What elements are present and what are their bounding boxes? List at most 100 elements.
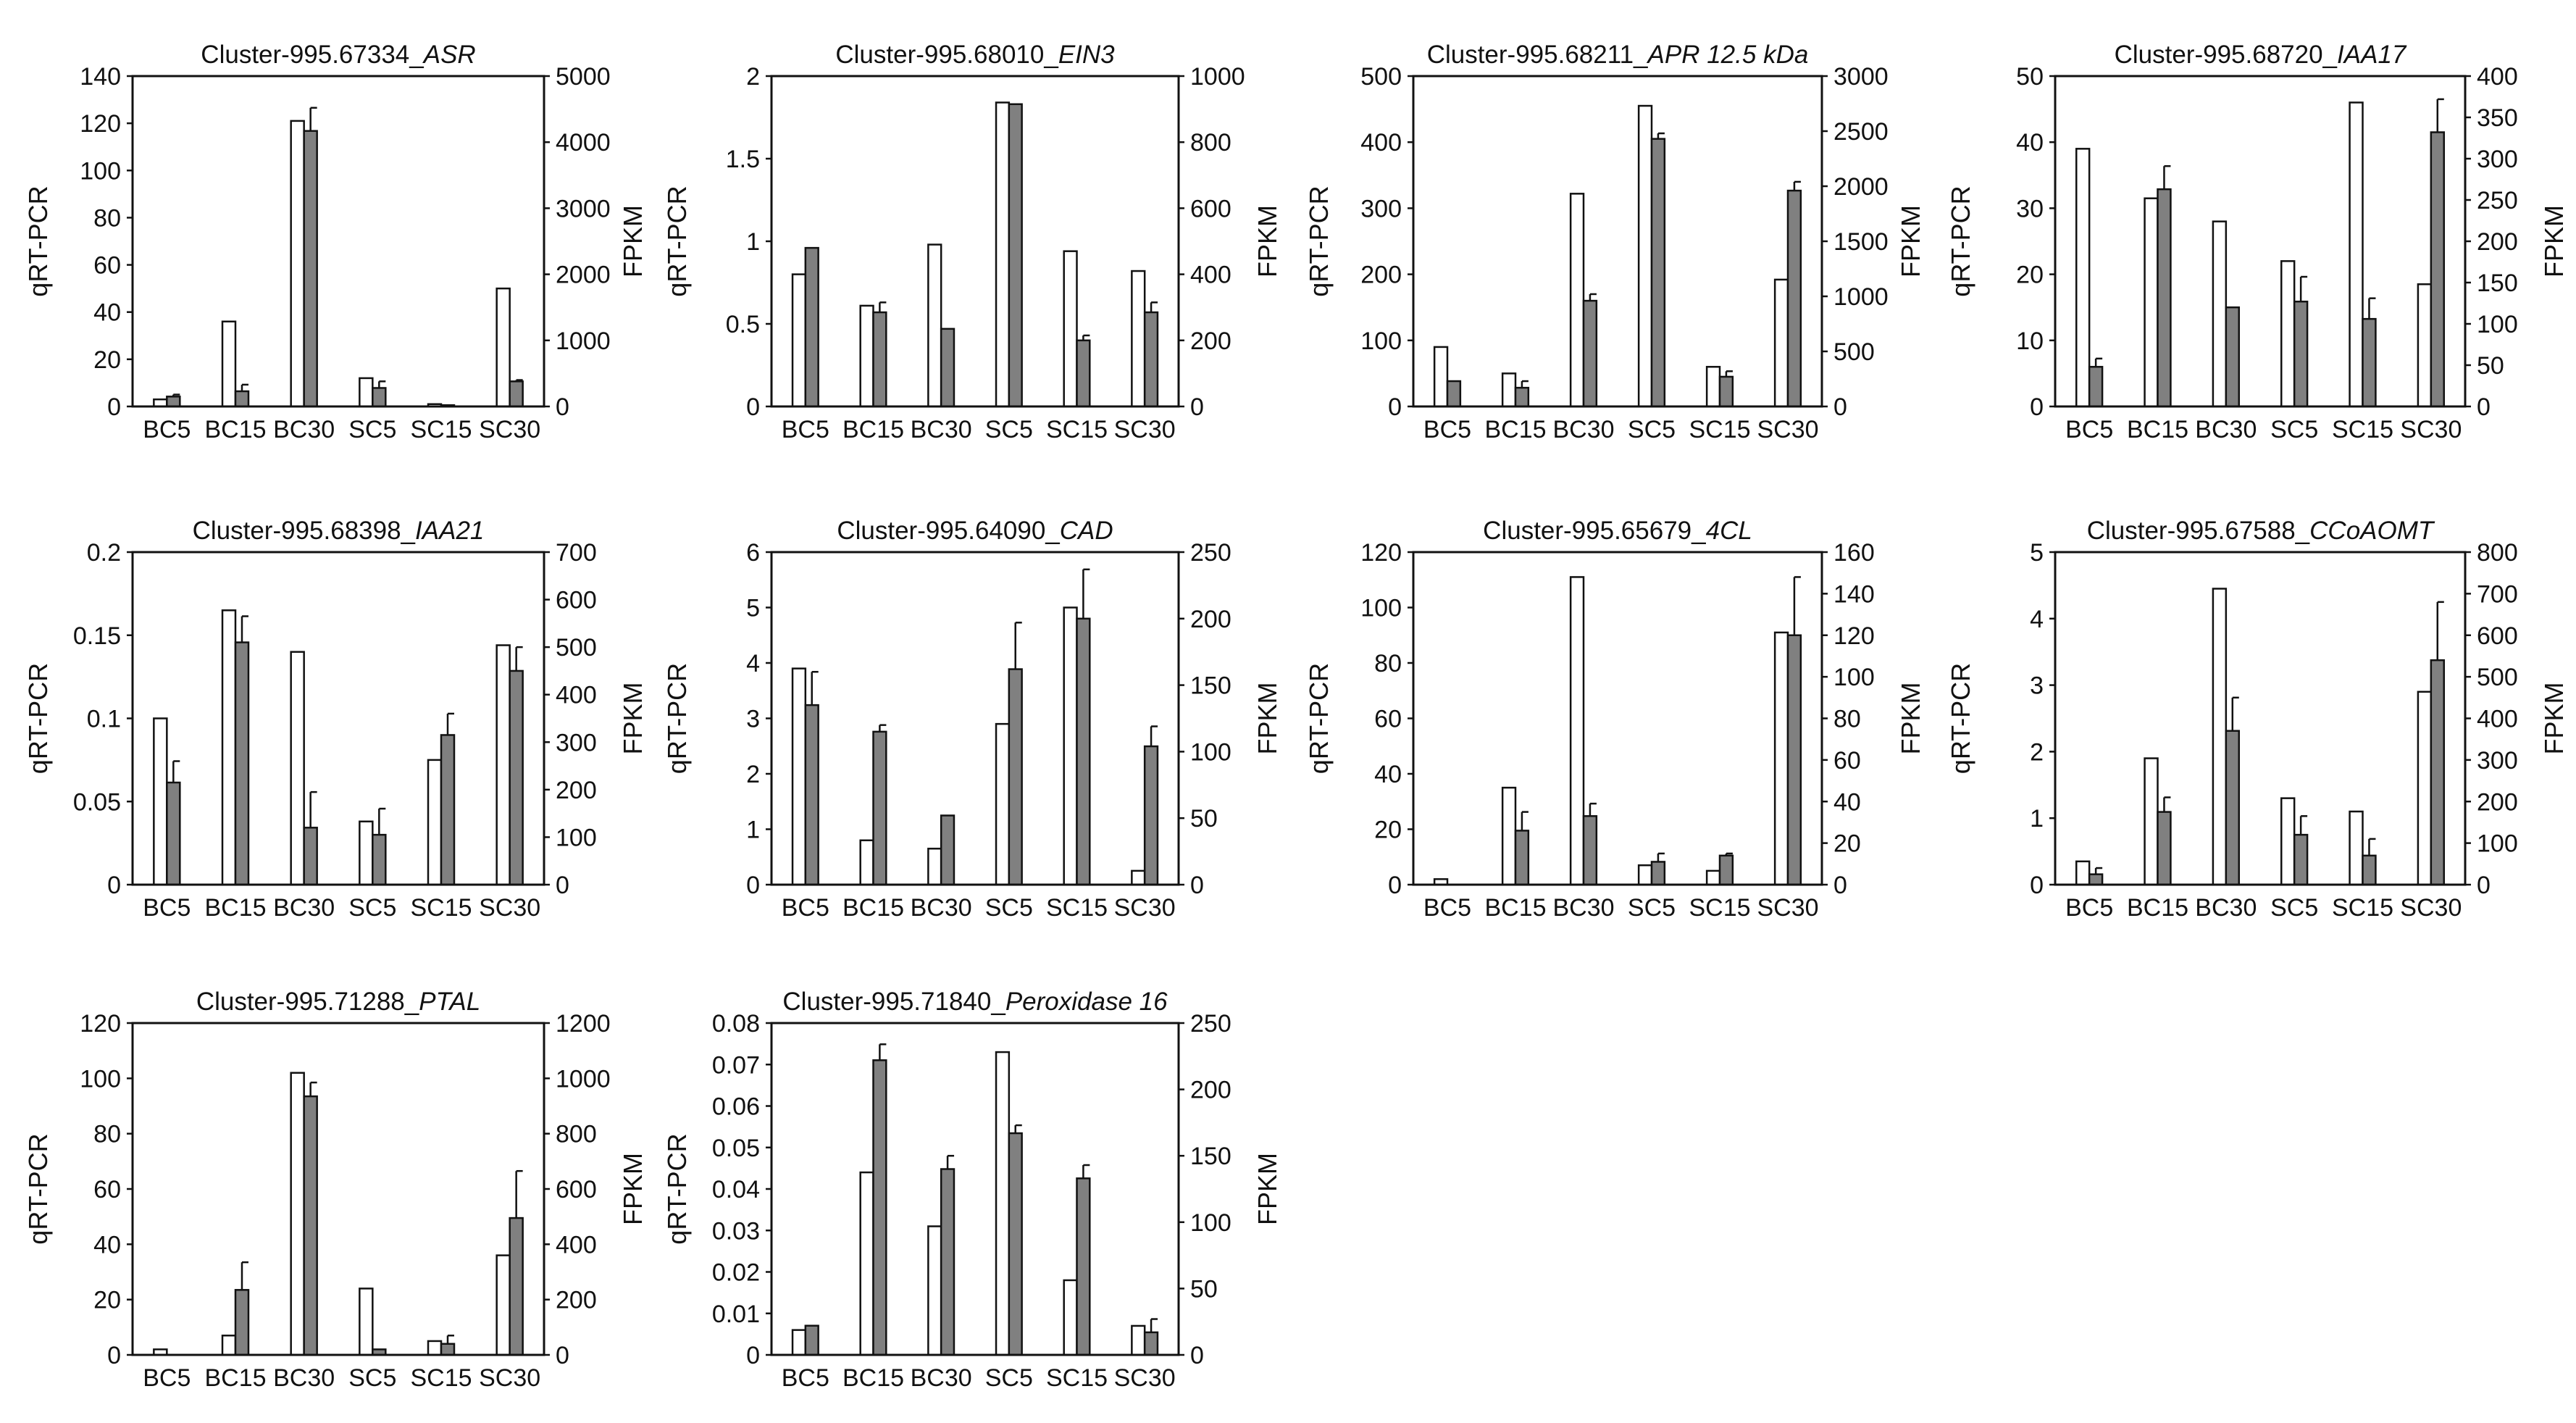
x-tick-label: BC5 (143, 416, 191, 443)
qrt-pcr-bar (1131, 270, 1146, 408)
x-tick-label: SC15 (1689, 894, 1750, 922)
qrt-pcr-bar (221, 1335, 237, 1356)
chart-panel: Cluster-995.71288_PTAL qRT-PCR FPKM BC5 BC15… (23, 988, 648, 1392)
fpkm-bar (1143, 311, 1159, 408)
left-tick-label: 20 (93, 346, 121, 374)
fpkm-bar (1076, 617, 1091, 886)
qrt-pcr-bar (859, 1171, 874, 1356)
right-axis-label: FPKM (1896, 205, 1925, 277)
qrt-pcr-bar (995, 722, 1011, 886)
right-tick-label: 100 (2477, 830, 2518, 858)
chart-title-prefix: Cluster-995.65679_ (1483, 517, 1706, 545)
qrt-pcr-bar (927, 1225, 942, 1356)
right-tick-label: 3000 (556, 195, 611, 222)
left-tick-label: 80 (1374, 650, 1402, 677)
fpkm-bar (166, 396, 181, 408)
right-tick-label: 80 (1833, 706, 1861, 733)
qrt-pcr-bar (359, 1288, 374, 1356)
left-tick-label: 2 (746, 63, 760, 91)
left-tick-label: 0.03 (712, 1217, 760, 1245)
x-tick-label: SC15 (2332, 416, 2393, 443)
qrt-pcr-bar (995, 101, 1011, 408)
fpkm-bar (1650, 861, 1666, 886)
plot-frame (1412, 75, 1823, 408)
fpkm-bar (2225, 306, 2241, 408)
qrt-pcr-bar (1637, 864, 1653, 886)
qrt-pcr-bar (2212, 220, 2228, 408)
x-tick-label: BC30 (273, 416, 335, 443)
left-axis-label: qRT-PCR (1304, 663, 1334, 774)
x-tick-label: BC5 (782, 416, 829, 443)
left-tick-label: 100 (80, 157, 121, 185)
right-axis-label: FPKM (618, 682, 648, 754)
chart-title: Cluster-995.64090_CAD (837, 517, 1113, 545)
right-tick-label: 150 (2477, 270, 2518, 297)
x-tick-label: SC5 (985, 894, 1033, 922)
left-tick-label: 40 (93, 1231, 121, 1259)
x-tick-label: BC30 (2195, 894, 2257, 922)
right-tick-label: 20 (1833, 830, 1861, 858)
fpkm-bar (1650, 138, 1666, 408)
plot-frame (770, 551, 1180, 886)
left-tick-label: 2 (2030, 738, 2044, 766)
x-tick-label: BC15 (842, 416, 904, 443)
qrt-pcr-bar (2417, 283, 2433, 408)
right-tick-label: 600 (1190, 195, 1231, 222)
right-tick-label: 0 (2477, 872, 2491, 899)
x-tick-label: BC5 (143, 894, 191, 922)
fpkm-bar (2430, 659, 2446, 886)
right-tick-label: 400 (2477, 706, 2518, 733)
x-tick-label: BC30 (273, 1364, 335, 1392)
fpkm-bar (1076, 1177, 1091, 1356)
chart-title-gene: 4CL (1706, 517, 1752, 545)
left-tick-label: 100 (1360, 595, 1402, 622)
right-tick-label: 700 (2477, 580, 2518, 608)
fpkm-bar (1786, 634, 1802, 886)
fpkm-bar (1718, 375, 1734, 408)
qrt-pcr-bar (495, 287, 511, 408)
qrt-pcr-bar (290, 120, 305, 408)
x-tick-label: SC30 (1114, 416, 1176, 443)
left-axis-label: qRT-PCR (1946, 185, 1975, 296)
left-tick-label: 5 (2030, 539, 2044, 567)
fpkm-bar (234, 390, 250, 408)
chart-title-gene: PTAL (419, 988, 480, 1016)
right-tick-label: 400 (2477, 63, 2518, 91)
chart-title-gene: APR 12.5 kDa (1647, 41, 1809, 69)
qrt-pcr-bar (1063, 1279, 1078, 1356)
chart-title: Cluster-995.67334_ASR (201, 41, 475, 69)
qrt-pcr-bar (221, 320, 237, 408)
plot-frame (131, 551, 545, 886)
fpkm-bar (1786, 189, 1802, 408)
left-tick-label: 50 (2016, 63, 2044, 91)
right-tick-label: 0 (1833, 872, 1847, 899)
plot-frame (131, 75, 545, 408)
right-tick-label: 100 (2477, 311, 2518, 338)
fpkm-bar (2088, 366, 2104, 408)
left-tick-label: 40 (1374, 761, 1402, 788)
right-tick-label: 0 (556, 393, 569, 421)
fpkm-bar (1718, 854, 1734, 886)
left-tick-label: 80 (93, 204, 121, 232)
x-tick-label: SC15 (410, 894, 472, 922)
right-tick-label: 1500 (1833, 228, 1889, 256)
right-tick-label: 600 (556, 1176, 597, 1203)
left-tick-label: 0.05 (73, 788, 121, 816)
chart-title-gene: EIN3 (1058, 41, 1115, 69)
right-tick-label: 100 (1190, 738, 1231, 766)
left-tick-label: 4 (2030, 606, 2044, 633)
right-axis-label: FPKM (1253, 682, 1282, 754)
x-tick-label: BC30 (1552, 416, 1614, 443)
right-tick-label: 300 (556, 729, 597, 756)
right-tick-label: 800 (556, 1121, 597, 1148)
plot-frame (770, 75, 1180, 408)
right-tick-label: 1000 (1190, 63, 1245, 91)
left-tick-label: 6 (746, 539, 760, 567)
chart-title-prefix: Cluster-995.68720_ (2115, 41, 2338, 69)
x-tick-label: SC5 (348, 416, 396, 443)
fpkm-bar (872, 730, 887, 886)
right-tick-label: 400 (556, 682, 597, 709)
qrt-pcr-bar (427, 759, 443, 886)
qrt-pcr-bar (359, 377, 374, 408)
right-axis-label: FPKM (1896, 682, 1925, 754)
